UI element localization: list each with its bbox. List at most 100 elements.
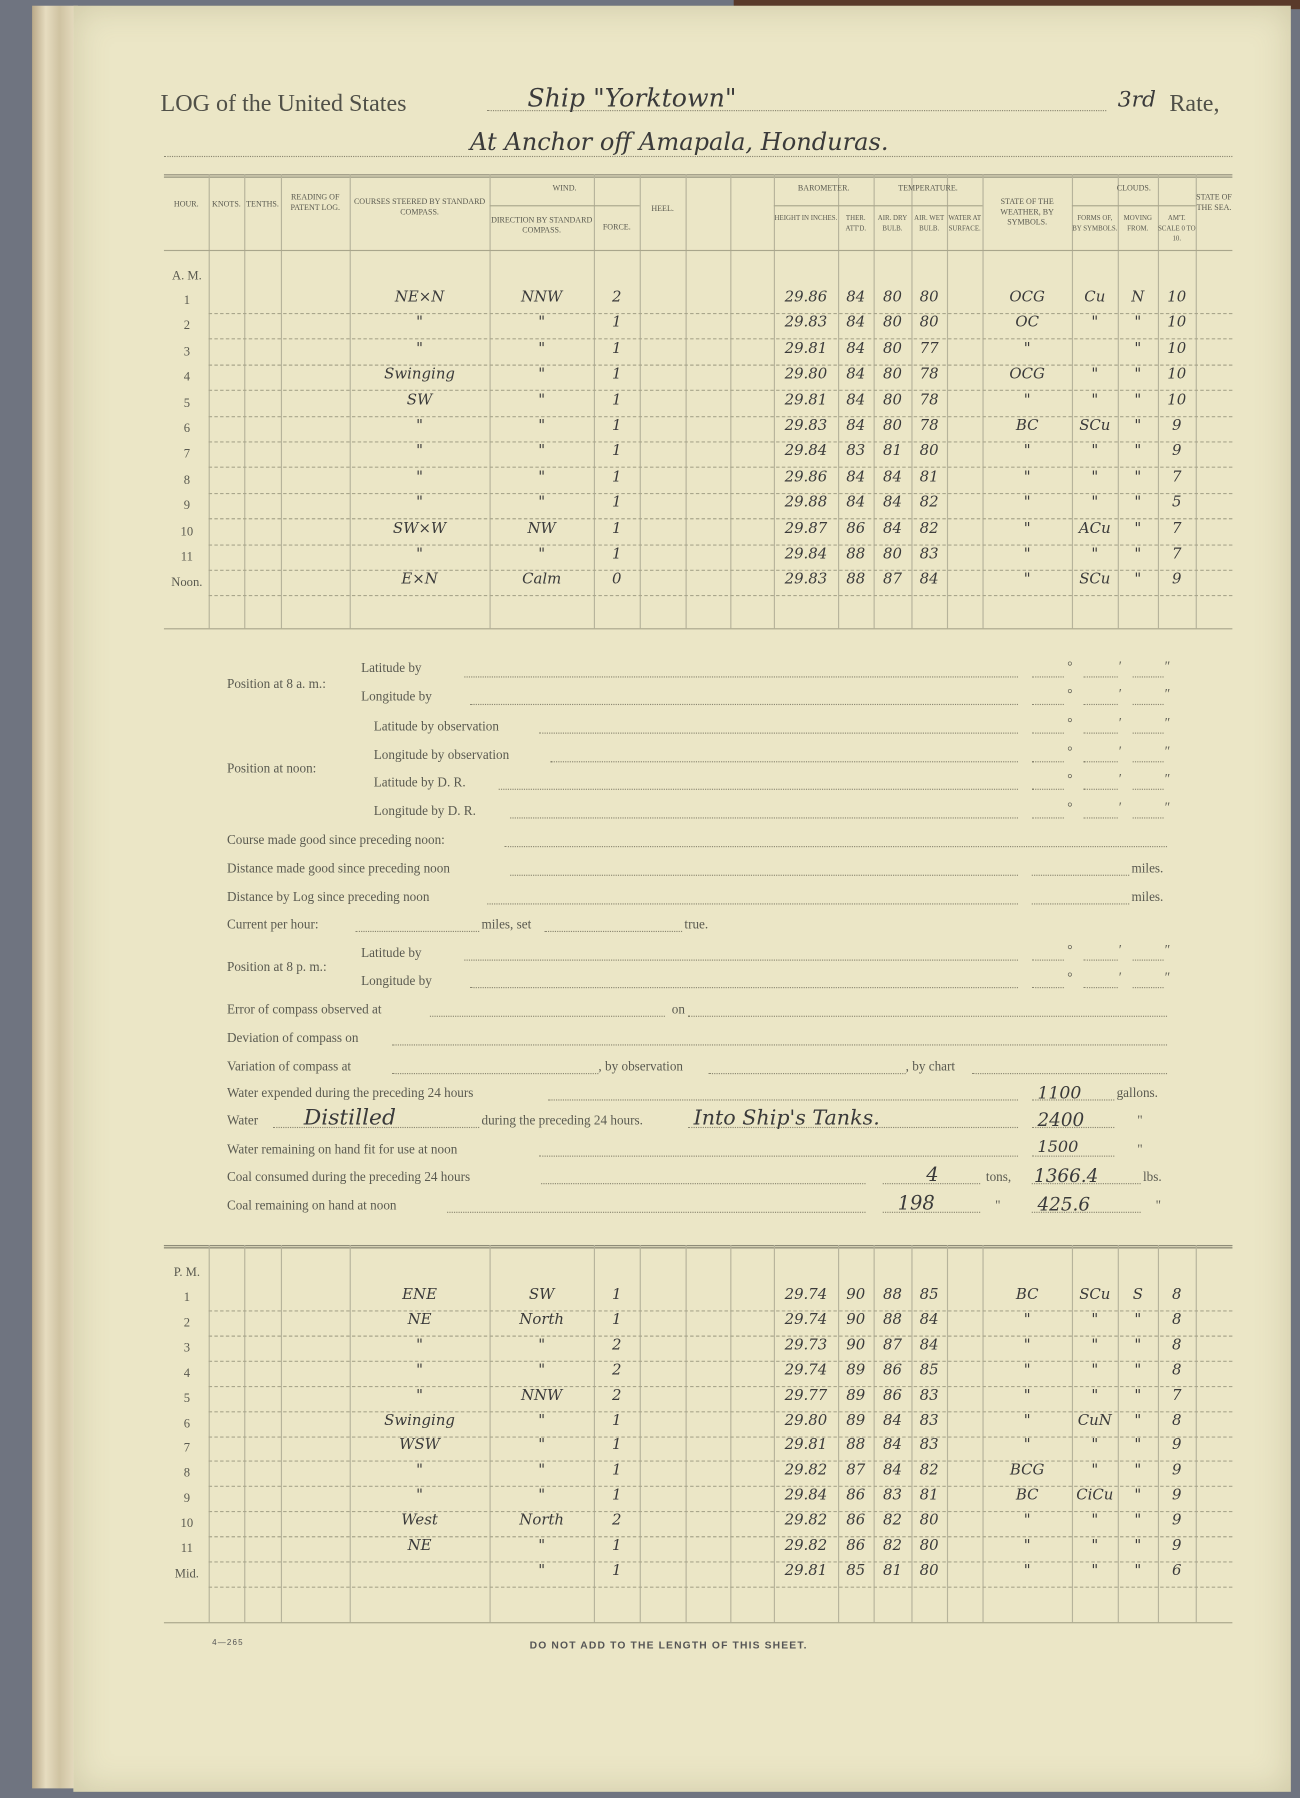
table-row: 9 " " 1 29.84 86 83 81 BC CiCu " 9: [0, 1487, 1261, 1517]
cell-course: NE×N: [394, 288, 445, 307]
column-divider: [1157, 1244, 1160, 1623]
cell-moving: N: [1131, 288, 1145, 307]
cell-dir: ": [538, 391, 546, 409]
fill-line: [538, 1155, 1019, 1157]
cell-weather: ": [1023, 494, 1031, 512]
cell-amount: 10: [1167, 365, 1187, 384]
row-rule: [208, 569, 1233, 571]
deviation-label: Deviation of compass on: [226, 1031, 359, 1046]
lbs-label: lbs.: [1142, 1170, 1162, 1185]
fill-line: [1132, 703, 1164, 706]
ditto-mark: ": [1155, 1199, 1161, 1213]
cell-course: ": [416, 545, 424, 563]
column-divider: [1157, 174, 1160, 629]
row-rule: [208, 364, 1233, 366]
table-row: 4 " " 2 29.74 89 86 85 " " " 8: [0, 1362, 1261, 1391]
table-row: 10 West North 2 29.82 86 82 80 " " " 9: [0, 1512, 1261, 1542]
fill-line: [470, 987, 1019, 989]
row-rule: [208, 1310, 1233, 1312]
cell-height: 29.82: [784, 1537, 828, 1555]
cell-forms: ACu: [1078, 519, 1111, 538]
compass-error-label: Error of compass observed at: [226, 1003, 382, 1017]
fill-line: [544, 930, 683, 933]
column-divider: [946, 1244, 949, 1623]
cell-force: 1: [612, 442, 622, 461]
water-remaining-label: Water remaining on hand fit for use at n…: [226, 1142, 458, 1157]
fill-line: [550, 761, 1019, 763]
table-row: 8 " " 1 29.86 84 84 81 " " " 7: [0, 469, 1261, 499]
miles-label: miles.: [1131, 862, 1164, 876]
column-header-courses: Courses steered by Standard Compass.: [353, 197, 486, 217]
cell-force: 1: [612, 340, 622, 358]
long-by-label: Longitude by: [361, 690, 432, 704]
cell-dry: 84: [882, 468, 902, 486]
cell-att: 86: [846, 1512, 866, 1530]
coal-consumed-lbs: 1366.4: [1034, 1164, 1099, 1187]
table-row: 9 " " 1 29.88 84 84 82 " " " 5: [0, 494, 1261, 525]
coal-remaining-label: Coal remaining on hand at noon: [226, 1199, 397, 1213]
table-top-rule: [163, 1244, 1233, 1249]
column-header-direction: Direction by Standard Compass.: [491, 215, 593, 236]
cell-wet: 80: [919, 314, 939, 332]
cell-wet: 80: [919, 288, 939, 307]
cell-dry: 84: [882, 1462, 902, 1480]
fill-line: [1132, 817, 1164, 819]
minute-mark: ′: [1118, 716, 1122, 731]
hour-label: 6: [183, 421, 191, 436]
cell-forms: ": [1091, 468, 1099, 486]
second-mark: ″: [1164, 801, 1171, 816]
row-rule: [208, 312, 1233, 315]
cell-amount: 10: [1167, 288, 1187, 307]
cell-wet: 83: [919, 1436, 939, 1455]
column-divider: [244, 1244, 246, 1623]
column-divider: [639, 174, 641, 629]
column-header-barometer: Barometer.: [797, 183, 850, 193]
cell-weather: BCG: [1009, 1462, 1045, 1480]
cell-att: 83: [846, 442, 866, 461]
cell-weather: ": [1023, 340, 1031, 358]
cell-att: 90: [846, 1311, 866, 1329]
row-rule: [208, 544, 1233, 546]
column-header-heel: Heel.: [651, 204, 674, 214]
table-row: 2 " " 1 29.83 84 80 80 OC " " 10: [0, 315, 1261, 345]
cell-dry: 88: [882, 1286, 902, 1304]
fill-line: [1031, 732, 1064, 734]
cell-weather: BC: [1015, 1286, 1039, 1304]
water-distilled-value: 2400: [1037, 1108, 1085, 1131]
cell-force: 1: [612, 1311, 622, 1329]
fill-line: [882, 1211, 981, 1213]
position-8pm-label: Position at 8 p. m.:: [226, 960, 327, 975]
period-label: P. M.: [173, 1265, 201, 1280]
column-divider: [1071, 174, 1074, 629]
cell-att: 90: [846, 1286, 866, 1304]
by-chart-label: , by chart: [905, 1060, 956, 1075]
water-expended-value: 1100: [1037, 1082, 1082, 1103]
fill-line: [972, 1073, 1168, 1075]
column-header-wind: Wind.: [552, 183, 577, 193]
cell-dry: 80: [882, 340, 902, 358]
cell-force: 1: [612, 1436, 622, 1455]
cell-dir: Calm: [522, 571, 562, 589]
row-rule: [208, 1536, 1233, 1538]
column-header-water_surface: Water at Surface.: [948, 215, 982, 233]
form-number: 4—265: [212, 1639, 244, 1648]
cell-att: 89: [846, 1386, 866, 1404]
row-rule: [208, 518, 1233, 520]
on-label: on: [671, 1003, 685, 1017]
cell-force: 2: [612, 288, 622, 307]
rate-label: Rate,: [1169, 89, 1220, 117]
minute-mark: ′: [1118, 660, 1122, 675]
cell-amount: 9: [1172, 1436, 1182, 1455]
cell-dry: 86: [882, 1361, 902, 1379]
true-label: true.: [684, 918, 709, 933]
hour-label: 10: [180, 1516, 194, 1531]
column-header-forms: Forms of, by Symbols.: [1072, 215, 1118, 233]
table-row: 11 " " 1 29.84 88 80 83 " " " 7: [0, 546, 1261, 576]
hour-label: 3: [183, 1341, 191, 1355]
column-divider: [489, 1244, 491, 1623]
cell-forms: Cu: [1084, 288, 1106, 307]
row-rule: [208, 1360, 1233, 1362]
cell-dir: North: [519, 1311, 565, 1329]
column-divider: [982, 1244, 984, 1623]
row-rule: [208, 389, 1233, 392]
